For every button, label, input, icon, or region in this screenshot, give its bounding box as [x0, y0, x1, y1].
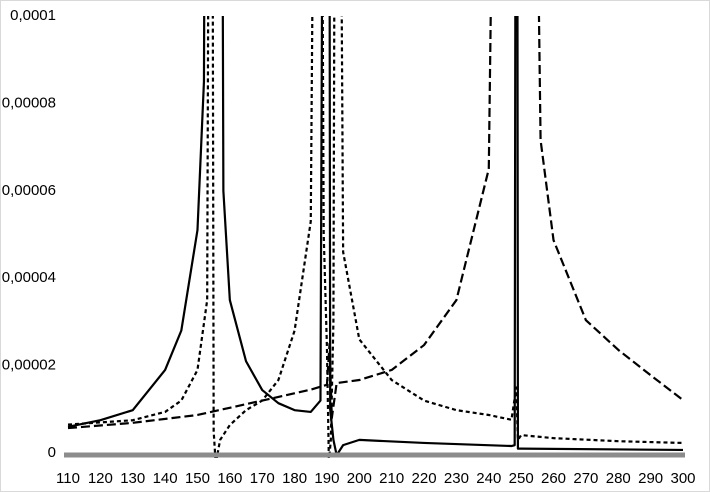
y-tick-label: 0,00002: [2, 357, 56, 374]
x-tick-label: 300: [670, 470, 695, 487]
x-tick-label: 120: [88, 470, 113, 487]
x-tick-label: 130: [120, 470, 145, 487]
x-tick-label: 140: [153, 470, 178, 487]
x-tick-label: 110: [56, 470, 80, 487]
y-tick-label: 0,00006: [2, 182, 56, 199]
x-tick-label: 230: [444, 470, 469, 487]
x-tick-label: 160: [217, 470, 242, 487]
series-line: [67, 16, 684, 457]
x-tick-label: 210: [379, 470, 404, 487]
x-tick-label: 240: [476, 470, 501, 487]
plot-area: [67, 16, 684, 458]
x-tick-label: 270: [573, 470, 598, 487]
y-tick-label: 0,0001: [10, 7, 56, 24]
y-tick-label: 0,00004: [2, 269, 56, 286]
x-tick-label: 260: [541, 470, 566, 487]
x-tick-label: 280: [606, 470, 631, 487]
x-tick-label: 290: [638, 470, 663, 487]
x-tick-label: 220: [412, 470, 437, 487]
x-tick-label: 170: [250, 470, 275, 487]
x-tick-label: 190: [314, 470, 339, 487]
x-tick-label: 180: [282, 470, 307, 487]
x-tick-label: 150: [185, 470, 210, 487]
series-line: [67, 16, 684, 430]
x-tick-label: 200: [347, 470, 372, 487]
x-tick-label: 250: [509, 470, 534, 487]
y-tick-label: 0: [48, 444, 56, 461]
y-tick-label: 0,00008: [2, 94, 56, 111]
